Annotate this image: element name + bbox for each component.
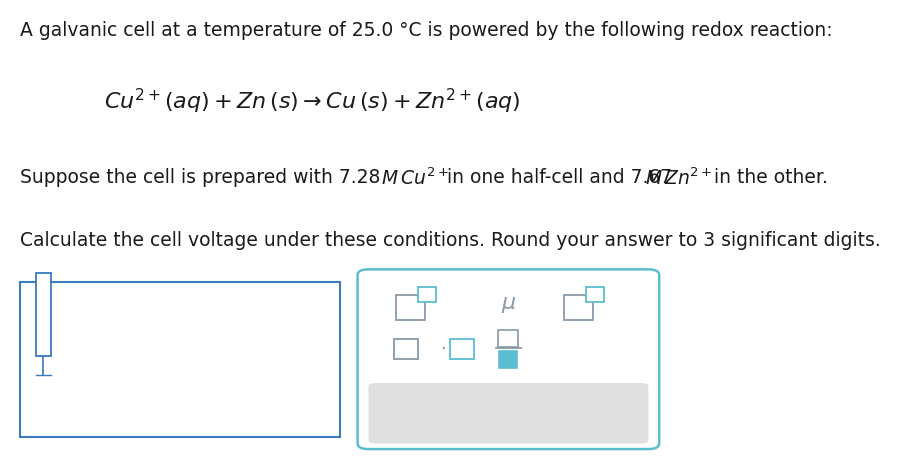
Text: ↺: ↺ xyxy=(499,403,517,423)
Text: Suppose the cell is prepared with 7.28: Suppose the cell is prepared with 7.28 xyxy=(20,168,386,188)
Text: $\mathit{M}\,\mathit{Cu}^{2+}$: $\mathit{M}\,\mathit{Cu}^{2+}$ xyxy=(381,167,448,188)
Bar xyxy=(20,282,340,437)
Text: ?: ? xyxy=(581,403,592,423)
Bar xyxy=(585,287,603,302)
Text: x10: x10 xyxy=(405,308,420,317)
Bar xyxy=(564,295,593,320)
Text: in the other.: in the other. xyxy=(707,168,827,188)
Bar xyxy=(396,295,425,320)
Bar xyxy=(393,339,418,359)
FancyBboxPatch shape xyxy=(368,383,648,444)
Bar xyxy=(36,273,51,356)
Bar xyxy=(418,287,436,302)
Text: $\mathit{Cu}^{2+}(\mathit{aq})+\mathit{Zn}\,(\mathit{s})\rightarrow \mathit{Cu}\: $\mathit{Cu}^{2+}(\mathit{aq})+\mathit{Z… xyxy=(104,87,520,116)
Bar xyxy=(498,330,518,346)
Bar xyxy=(449,339,474,359)
Text: ×: × xyxy=(421,403,438,423)
Text: A galvanic cell at a temperature of 25.0 °C is powered by the following redox re: A galvanic cell at a temperature of 25.0… xyxy=(20,21,832,40)
Text: in one half-cell and 7.67: in one half-cell and 7.67 xyxy=(440,168,677,188)
Bar xyxy=(499,351,517,368)
FancyBboxPatch shape xyxy=(357,269,658,449)
Text: ·: · xyxy=(439,340,445,358)
Text: $\mathit{M}\,\mathit{Zn}^{2+}$: $\mathit{M}\,\mathit{Zn}^{2+}$ xyxy=(644,167,712,188)
Text: Calculate the cell voltage under these conditions. Round your answer to 3 signif: Calculate the cell voltage under these c… xyxy=(20,231,879,250)
Text: $\mu$: $\mu$ xyxy=(500,295,516,315)
